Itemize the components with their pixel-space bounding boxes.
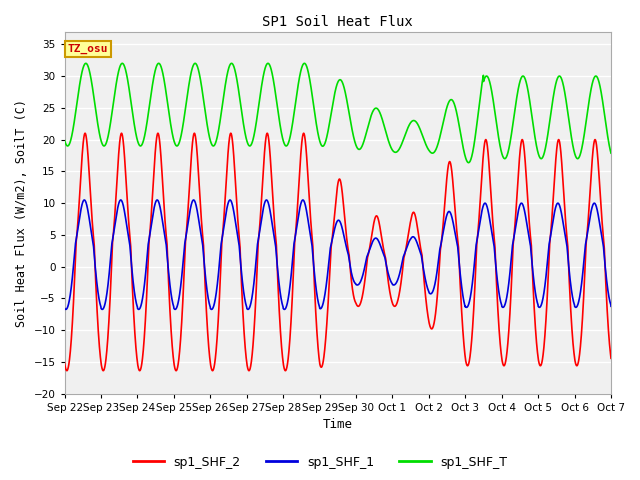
Text: TZ_osu: TZ_osu bbox=[67, 44, 108, 54]
Legend: sp1_SHF_2, sp1_SHF_1, sp1_SHF_T: sp1_SHF_2, sp1_SHF_1, sp1_SHF_T bbox=[127, 451, 513, 474]
Y-axis label: Soil Heat Flux (W/m2), SoilT (C): Soil Heat Flux (W/m2), SoilT (C) bbox=[15, 99, 28, 327]
Title: SP1 Soil Heat Flux: SP1 Soil Heat Flux bbox=[262, 15, 413, 29]
X-axis label: Time: Time bbox=[323, 419, 353, 432]
